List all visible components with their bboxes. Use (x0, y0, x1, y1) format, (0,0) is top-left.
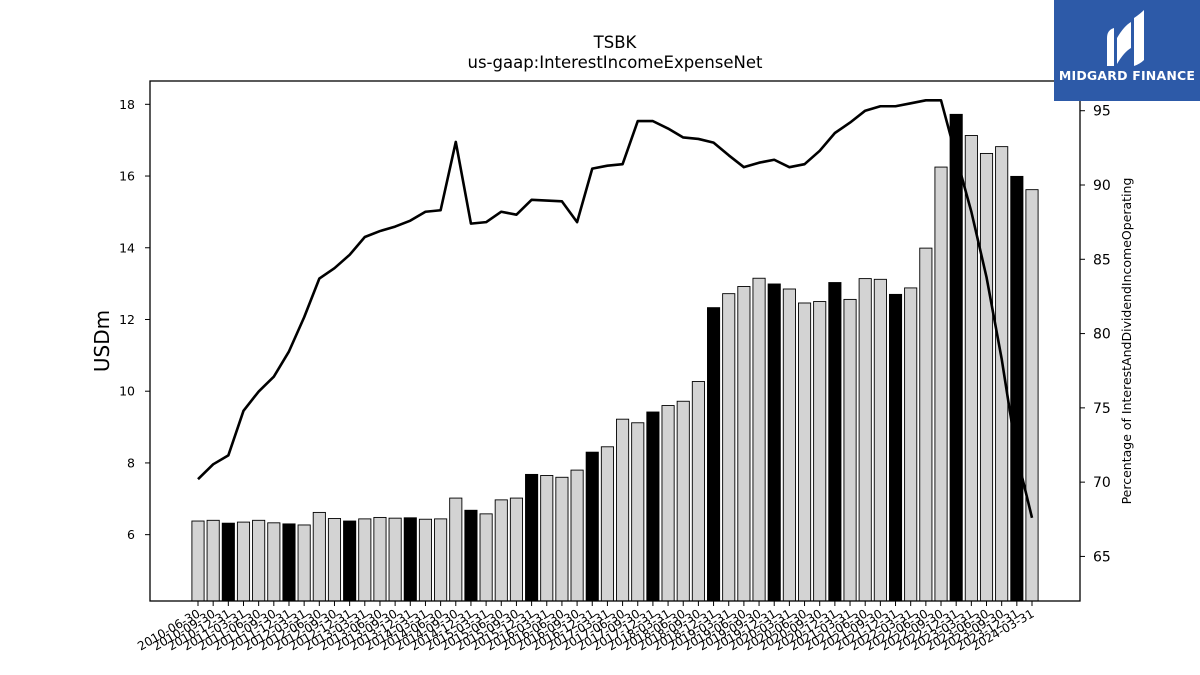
bar (388, 517, 402, 602)
bar (312, 511, 326, 602)
bar (631, 422, 645, 602)
left-axis: 6 8 10 12 14 16 18 (119, 97, 150, 542)
bar (449, 497, 463, 602)
right-tick-label: 95 (1093, 104, 1111, 120)
bar (570, 469, 584, 602)
bar (616, 418, 630, 602)
bar (373, 516, 387, 602)
bar-series (191, 113, 1039, 602)
bar (297, 524, 311, 602)
bar (767, 283, 781, 602)
bar (964, 135, 978, 602)
bar (236, 521, 251, 602)
bar (904, 287, 918, 602)
bar (343, 520, 357, 602)
bar (843, 298, 857, 602)
bar (707, 307, 721, 602)
ratio-line (197, 99, 1034, 519)
bar (979, 152, 994, 602)
bar (206, 519, 220, 602)
bar (1010, 175, 1024, 602)
bar (798, 302, 812, 602)
bar (752, 277, 766, 602)
left-axis-label: USDm (90, 310, 114, 372)
right-tick-label: 75 (1093, 401, 1111, 417)
bar (995, 146, 1009, 602)
right-tick-label: 85 (1093, 252, 1111, 268)
bar (782, 288, 796, 602)
bar (722, 293, 736, 602)
bar (525, 473, 539, 602)
left-tick-label: 6 (127, 527, 135, 542)
bar (1025, 189, 1039, 602)
right-tick-label: 80 (1093, 327, 1111, 343)
left-tick-label: 14 (119, 240, 135, 255)
bar (661, 405, 675, 602)
right-axis-label: Percentage of InterestAndDividendIncomeO… (1119, 178, 1134, 505)
bar (434, 518, 448, 602)
bar (464, 509, 478, 602)
midgard-logo-icon (1107, 10, 1144, 66)
bar (267, 522, 281, 602)
bar (737, 286, 751, 602)
bar (418, 518, 433, 602)
bar (540, 475, 554, 602)
left-tick-label: 16 (119, 169, 135, 184)
bar (691, 381, 705, 602)
x-axis: 2010-06-302010-09-302010-12-312011-03-31… (135, 601, 1037, 653)
bar (585, 451, 599, 602)
bar (221, 522, 235, 602)
bar (646, 411, 660, 602)
left-tick-label: 10 (119, 384, 135, 399)
right-tick-label: 65 (1093, 549, 1111, 565)
bar (828, 282, 842, 602)
bar (919, 247, 933, 602)
bar (676, 400, 690, 602)
chart-subtitle: us-gaap:InterestIncomeExpenseNet (467, 53, 763, 72)
left-tick-label: 12 (119, 312, 135, 327)
logo-text: MIDGARD FINANCE (1058, 68, 1196, 83)
left-tick-label: 8 (127, 455, 135, 470)
bar (509, 497, 523, 602)
bar (479, 513, 493, 602)
bar (934, 166, 948, 602)
bar (888, 293, 903, 602)
bar (358, 518, 372, 602)
plot-frame (149, 80, 1081, 602)
bar (252, 519, 266, 602)
bar (327, 518, 342, 602)
bar (858, 278, 872, 602)
left-tick-label: 18 (119, 97, 135, 112)
bar (403, 517, 417, 602)
right-tick-label: 90 (1093, 178, 1111, 194)
bar (949, 113, 963, 602)
bar (555, 476, 569, 602)
logo: MIDGARD FINANCE (1054, 0, 1200, 101)
bar (873, 278, 887, 602)
bar (494, 499, 508, 602)
bar (282, 523, 296, 602)
right-tick-label: 70 (1093, 475, 1111, 491)
bar (600, 446, 614, 602)
chart-title: TSBK (593, 33, 638, 52)
bar (191, 520, 205, 602)
bar (813, 301, 827, 602)
right-axis: 65 70 75 80 85 90 95 (1080, 104, 1111, 565)
